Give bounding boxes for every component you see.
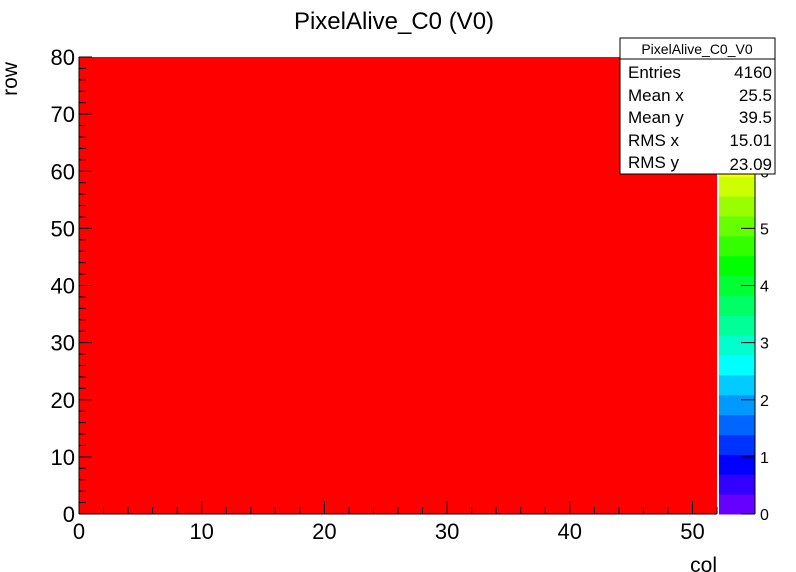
- palette-segment: [719, 315, 755, 336]
- y-tick-label: 70: [51, 102, 75, 127]
- stats-box-frame: [619, 37, 776, 175]
- palette-segment: [719, 474, 755, 495]
- stats-mean-y-value: 39.5: [739, 108, 772, 127]
- palette-label: 0: [760, 507, 769, 524]
- y-tick-label: 20: [51, 388, 75, 413]
- palette-segment: [719, 235, 755, 257]
- stats-box: PixelAlive_C0_V0 Entries 4160 Mean x 25.…: [619, 37, 776, 175]
- palette-segment: [719, 295, 755, 316]
- x-axis-title: col: [690, 554, 717, 572]
- palette-segment: [719, 335, 755, 356]
- y-tick-label: 80: [51, 45, 75, 70]
- x-tick-label: 30: [435, 519, 459, 544]
- palette-label: 2: [760, 393, 769, 410]
- x-tick-label: 40: [558, 519, 582, 544]
- y-tick-label: 50: [51, 216, 75, 241]
- chart-title: PixelAlive_C0 (V0): [294, 8, 494, 35]
- y-axis-title: row: [0, 61, 22, 96]
- stats-rms-y-label: RMS y: [628, 153, 680, 172]
- palette-segment: [719, 255, 755, 277]
- stats-entries-value: 4160: [734, 63, 772, 82]
- palette-segment: [719, 454, 755, 475]
- y-tick-label: 40: [51, 274, 75, 299]
- palette-segment: [719, 414, 755, 436]
- x-tick-label: 50: [680, 519, 704, 544]
- y-tick-label: 10: [51, 445, 75, 470]
- stats-rms-y-value: 23.09: [729, 155, 772, 174]
- y-tick-label: 30: [51, 331, 75, 356]
- palette-segment: [719, 215, 755, 237]
- y-tick-label: 0: [63, 502, 75, 527]
- stats-box-title: PixelAlive_C0_V0: [641, 41, 752, 57]
- palette-label: 3: [760, 336, 769, 353]
- heatmap-cells: [79, 57, 717, 514]
- stats-mean-x-value: 25.5: [739, 86, 772, 105]
- palette-segment: [719, 275, 755, 296]
- stats-rms-x-value: 15.01: [729, 131, 772, 150]
- x-tick-label: 20: [312, 519, 336, 544]
- palette-segment: [719, 394, 755, 416]
- stats-entries-label: Entries: [628, 63, 681, 82]
- x-tick-label: 10: [189, 519, 213, 544]
- palette-label: 1: [760, 450, 769, 467]
- palette-segment: [719, 494, 755, 515]
- palette-segment: [719, 196, 755, 217]
- palette-label: 4: [760, 279, 769, 296]
- palette-segment: [719, 374, 755, 396]
- palette-label: 5: [760, 221, 769, 238]
- stats-rms-x-label: RMS x: [628, 131, 680, 150]
- stats-mean-x-label: Mean x: [628, 86, 684, 105]
- palette-segment: [719, 434, 755, 455]
- palette-segment: [719, 176, 755, 197]
- y-tick-label: 60: [51, 159, 75, 184]
- palette-segment: [719, 355, 755, 376]
- x-tick-label: 0: [73, 519, 85, 544]
- stats-mean-y-label: Mean y: [628, 108, 684, 127]
